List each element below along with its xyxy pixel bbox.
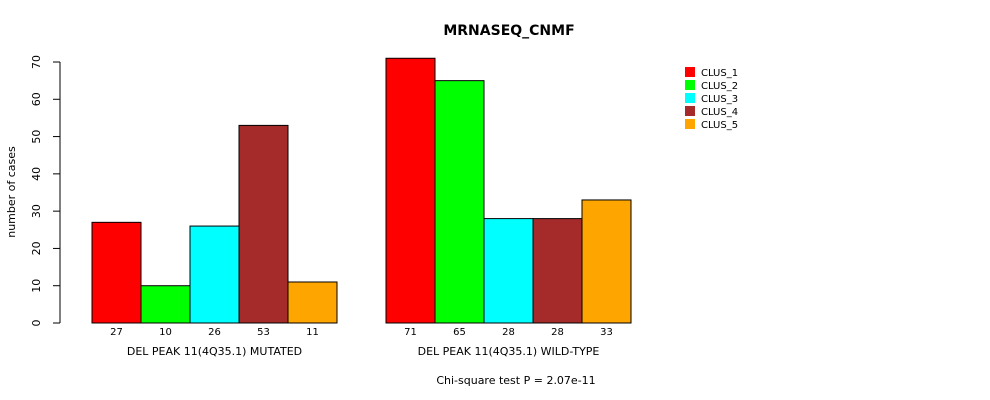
chart-title: MRNASEQ_CNMF [443, 23, 574, 39]
bar-value-label: 53 [257, 327, 270, 338]
bar-clus-1 [385, 57, 436, 324]
bar-clus-5 [581, 199, 632, 324]
legend: CLUS_1 CLUS_2 CLUS_3 CLUS_4 CLUS_5 [685, 67, 738, 131]
legend-swatch [685, 106, 695, 116]
bar-clus-2 [140, 285, 191, 324]
bar-value-label: 10 [159, 327, 172, 338]
legend-label: CLUS_5 [701, 120, 738, 131]
group-label: DEL PEAK 11(4Q35.1) WILD-TYPE [418, 345, 600, 358]
bar-clus-2 [434, 80, 485, 324]
bar-clus-3 [483, 218, 534, 324]
y-tick-label: 20 [30, 241, 43, 255]
bar-value-label: 27 [110, 327, 123, 338]
legend-swatch [685, 93, 695, 103]
legend-label: CLUS_4 [701, 107, 738, 118]
y-tick-label: 60 [30, 92, 43, 106]
bar-clus-3 [189, 225, 240, 324]
y-tick-label: 50 [30, 130, 43, 144]
y-tick-label: 70 [30, 55, 43, 69]
bar-clus-4 [532, 218, 583, 324]
bar-value-label: 71 [404, 327, 417, 338]
y-axis-label: number of cases [5, 146, 18, 238]
legend-item: CLUS_4 [685, 106, 738, 118]
bar-value-label: 28 [551, 327, 564, 338]
bar-value-label: 65 [453, 327, 466, 338]
bar-value-label: 26 [208, 327, 221, 338]
y-tick-label: 0 [30, 320, 43, 327]
y-axis: 0 10 20 30 40 50 60 70 [30, 55, 61, 327]
y-tick-label: 10 [30, 279, 43, 293]
y-tick-label: 40 [30, 167, 43, 181]
legend-item: CLUS_1 [685, 67, 738, 79]
legend-swatch [685, 80, 695, 90]
bar-value-label: 11 [306, 327, 319, 338]
legend-swatch [685, 119, 695, 129]
bar-clus-4 [238, 124, 289, 324]
y-tick-label: 30 [30, 204, 43, 218]
legend-item: CLUS_5 [685, 119, 738, 131]
bars-layer: 27 10 26 53 11 DEL PEAK 11(4Q35.1) MUTATED 71 6… [91, 57, 632, 358]
legend-label: CLUS_2 [701, 81, 738, 92]
bar-clus-1 [91, 221, 142, 324]
group-label: DEL PEAK 11(4Q35.1) MUTATED [127, 345, 302, 358]
bar-value-label: 33 [600, 327, 613, 338]
chi-square-footnote: Chi-square test P = 2.07e-11 [436, 374, 595, 387]
legend-label: CLUS_3 [701, 94, 738, 105]
legend-swatch [685, 67, 695, 77]
bar-clus-5 [287, 281, 338, 324]
bar-group: 27 10 26 53 11 DEL PEAK 11(4Q35.1) MUTATED [91, 124, 338, 358]
legend-item: CLUS_3 [685, 93, 738, 105]
bar-value-label: 28 [502, 327, 515, 338]
legend-label: CLUS_1 [701, 68, 738, 79]
legend-item: CLUS_2 [685, 80, 738, 92]
